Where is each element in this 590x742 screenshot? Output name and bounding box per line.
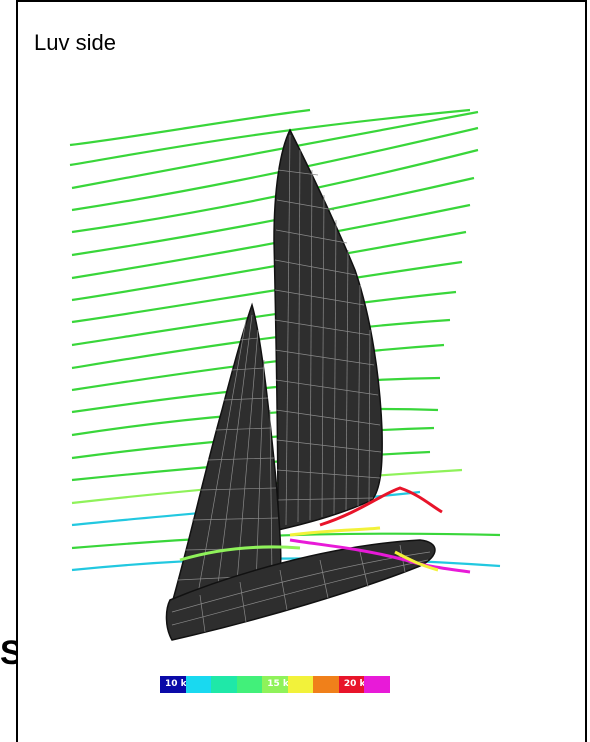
streamline <box>69 108 471 167</box>
streamline <box>71 148 479 234</box>
streamline <box>71 126 479 212</box>
legend-segment <box>287 676 314 693</box>
streamline <box>71 230 467 302</box>
legend-label: 10 kn <box>165 679 194 689</box>
streamline <box>289 526 381 537</box>
hull-streamlines <box>179 486 471 574</box>
legend-label: 20 kn <box>343 679 372 689</box>
streamline <box>71 260 463 324</box>
legend-segment <box>313 676 340 693</box>
streamline <box>289 538 471 574</box>
streamline <box>394 550 439 572</box>
legend-label: 15 kn <box>267 679 296 689</box>
streamline <box>69 108 311 147</box>
streamline <box>71 290 457 347</box>
speed-legend: 10 kn 15 kn 20 kn <box>160 676 391 693</box>
legend-segment <box>364 676 391 693</box>
figure-title: Luv side <box>34 30 116 55</box>
legend-segment <box>185 676 212 693</box>
streamline <box>71 110 479 190</box>
legend-segment <box>236 676 263 693</box>
streamline <box>71 176 475 257</box>
clipped-glyph: S <box>0 636 18 670</box>
mainsail <box>273 128 383 531</box>
streamline <box>319 486 443 527</box>
legend-segment <box>338 676 365 693</box>
legend-segment <box>160 676 187 693</box>
streamlines <box>69 108 501 572</box>
legend-segment <box>262 676 289 693</box>
streamline <box>71 203 471 280</box>
legend-segment <box>211 676 238 693</box>
figure-frame <box>16 0 587 742</box>
streamline <box>179 545 301 562</box>
